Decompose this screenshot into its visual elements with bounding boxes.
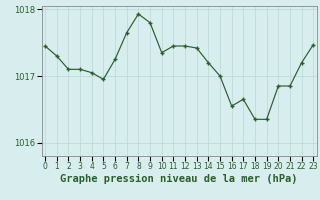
X-axis label: Graphe pression niveau de la mer (hPa): Graphe pression niveau de la mer (hPa): [60, 174, 298, 184]
